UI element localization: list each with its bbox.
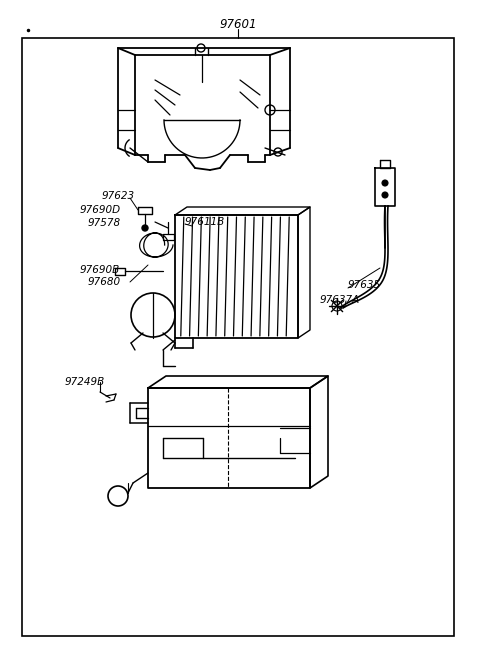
Circle shape [382, 180, 388, 186]
Circle shape [382, 192, 388, 198]
Text: 97249B: 97249B [65, 377, 105, 387]
Text: 97601: 97601 [219, 18, 257, 32]
Text: 97690D: 97690D [80, 205, 121, 215]
Text: 97623: 97623 [102, 191, 135, 201]
Text: 97637A: 97637A [320, 295, 360, 305]
Text: 97578: 97578 [88, 218, 121, 228]
Text: 97635: 97635 [348, 280, 381, 290]
Circle shape [142, 225, 148, 231]
Text: 97611B: 97611B [185, 217, 225, 227]
Text: 97690B: 97690B [80, 265, 120, 275]
Text: 97680: 97680 [88, 277, 121, 287]
